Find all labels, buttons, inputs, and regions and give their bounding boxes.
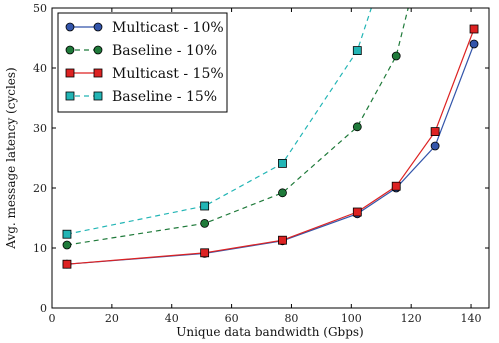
series-0-point [469,39,479,49]
series-1-point [352,122,362,132]
legend-marker [93,22,103,32]
legend-marker [93,45,103,55]
legend-label: Multicast - 10% [112,20,224,36]
x-tick-label: 60 [225,312,239,325]
series-2-point [430,127,440,136]
x-tick-label: 100 [341,312,362,325]
series-1-line [66,8,409,246]
legend-marker [65,68,75,78]
legend-label: Multicast - 15% [112,66,224,82]
series-2-point [278,235,287,245]
series-1-point [278,188,287,198]
legend-label: Baseline - 10% [112,43,217,59]
x-tick-label: 40 [165,312,179,325]
y-tick-labels: 0 10 20 30 40 50 [33,2,47,315]
y-tick-label: 0 [40,302,47,315]
x-tick-label: 0 [49,312,56,325]
y-tick-label: 30 [33,122,47,135]
legend-label: Baseline - 15% [112,89,217,105]
x-tick-label: 120 [401,312,422,325]
x-tick-label: 20 [105,312,119,325]
series-3-point [352,46,362,55]
series-3-point [200,201,210,211]
legend-marker [93,91,103,101]
series-2-point [200,248,210,258]
series-0-point [430,141,440,151]
y-tick-label: 40 [33,62,47,75]
x-tick-labels: 0 20 40 60 80 100 120 140 [49,312,482,325]
legend-marker [65,91,75,101]
series-2-point [62,259,72,269]
legend-marker [65,22,75,32]
series-2-point [469,24,479,34]
x-axis-label: Unique data bandwidth (Gbps) [176,325,364,339]
series-1-point [200,218,210,228]
plot-frame [51,7,490,309]
axis-ticks [51,7,489,309]
y-tick-label: 20 [33,182,47,195]
legend-marker [93,68,103,78]
series-2-point [391,181,401,191]
x-tick-label: 140 [461,312,482,325]
series-3-point [278,158,287,168]
series-1-point [62,240,72,250]
legend: Multicast - 10% Baseline - 10% Multicast -… [57,12,228,113]
series-3-point [62,229,72,239]
series-2-point [352,207,362,217]
series-1-point [391,51,401,61]
y-tick-label: 50 [33,2,47,15]
y-axis-label: Avg. message latency (cycles) [4,67,18,249]
x-tick-label: 80 [284,312,298,325]
plot-markers [62,24,479,269]
y-tick-label: 10 [33,242,47,255]
legend-marker [65,45,75,55]
